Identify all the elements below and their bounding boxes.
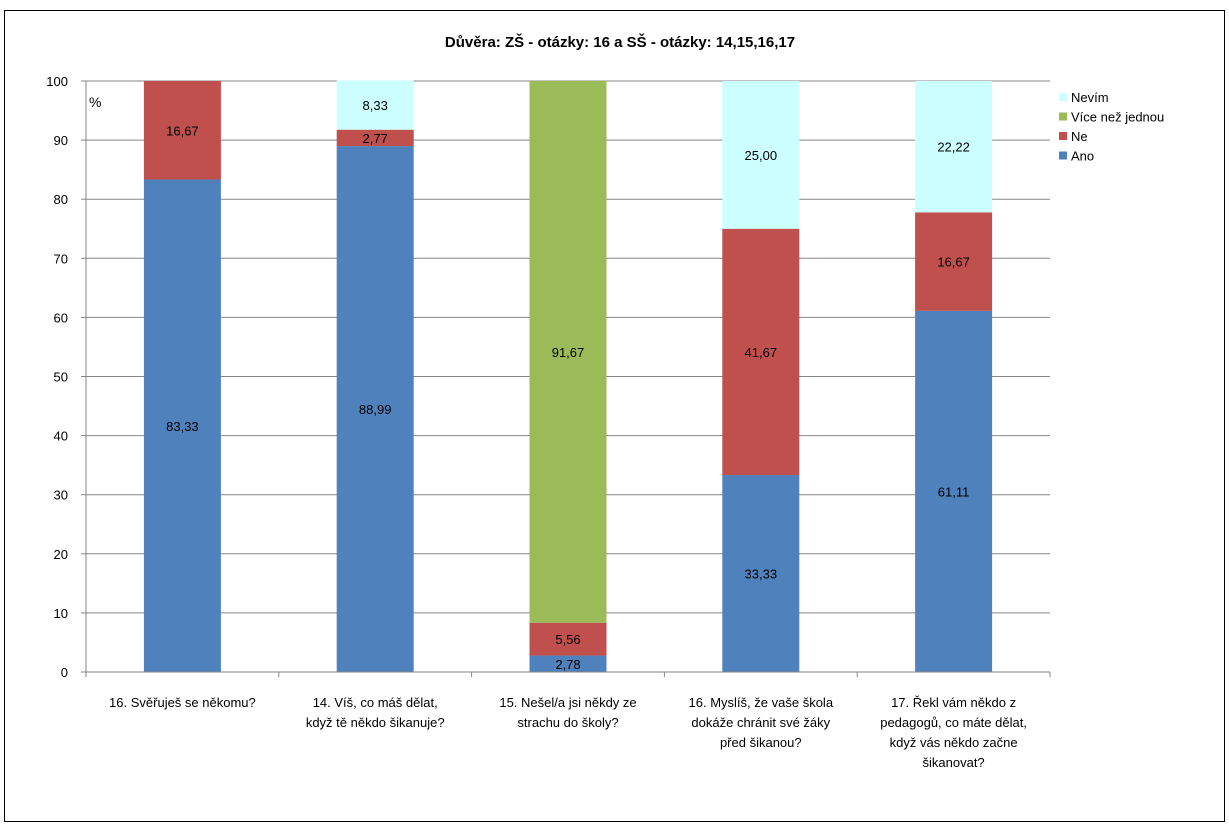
bar-segment-ne <box>915 212 993 311</box>
x-category-label: šikanovat? <box>923 755 985 770</box>
axes: 0 10 20 30 40 50 60 70 80 90 100 16. Svěřuješ se ně… <box>46 74 1051 770</box>
bar-segment-nev-m <box>336 80 414 130</box>
x-category-label: 17. Řekl vám někdo z <box>891 695 1016 710</box>
y-tick-label: 70 <box>54 251 68 266</box>
y-tick-label: 90 <box>54 133 68 148</box>
legend-label: Ano <box>1071 149 1094 164</box>
legend-swatch <box>1059 132 1067 140</box>
data-label: 41,67 <box>745 345 778 360</box>
x-category-label: před šikanou? <box>720 735 802 750</box>
data-label: 33,33 <box>745 567 778 582</box>
data-label: 5,56 <box>555 632 580 647</box>
data-label: 91,67 <box>552 345 585 360</box>
x-category-label: strachu do školy? <box>517 715 618 730</box>
legend-label: Více než jednou <box>1071 110 1164 125</box>
bar-segment-ne <box>529 622 607 656</box>
bar-segment-nev-m <box>915 81 993 213</box>
bar-segment-ano <box>143 179 221 672</box>
legend-label: Ne <box>1071 129 1088 144</box>
data-label: 8,33 <box>363 98 388 113</box>
bars <box>143 80 993 673</box>
bar-segment-ano <box>722 475 800 672</box>
y-tick-label: 100 <box>46 74 68 89</box>
y-axis-label: % <box>89 94 101 110</box>
y-tick-label: 0 <box>61 665 68 680</box>
y-tick-label: 40 <box>54 429 68 444</box>
legend-swatch <box>1059 93 1067 101</box>
data-label: 16,67 <box>937 255 970 270</box>
data-label: 83,33 <box>166 419 199 434</box>
y-tick-label: 10 <box>54 606 68 621</box>
data-label: 88,99 <box>359 402 392 417</box>
data-label: 2,78 <box>555 657 580 672</box>
x-category-label: 14. Víš, co máš dělat, <box>313 695 438 710</box>
x-category-label: když tě někdo šikanuje? <box>306 715 445 730</box>
bar-segment-ano <box>336 146 414 673</box>
y-tick-label: 60 <box>54 310 68 325</box>
y-tick-label: 20 <box>54 547 68 562</box>
chart-title: Důvěra: ZŠ - otázky: 16 a SŠ - otázky: 1… <box>445 33 795 51</box>
legend: Nevím Více než jednou Ne Ano <box>1059 90 1164 164</box>
x-category-label: dokáže chránit své žáky <box>691 715 830 730</box>
data-label: 16,67 <box>166 123 199 138</box>
y-tick-label: 50 <box>54 370 68 385</box>
bar-segment-nev-m <box>722 81 800 229</box>
bar-segment-ne <box>143 81 221 180</box>
bar-segment-ano <box>915 310 993 672</box>
x-category-label: když vás někdo začne <box>890 735 1018 750</box>
x-category-label: 15. Nešel/a jsi někdy ze <box>499 695 636 710</box>
bar-segment-ano <box>529 655 607 672</box>
data-labels: 83,33 16,67 88,99 2,77 8,33 2,78 5,56 91,67 33,3… <box>166 98 970 672</box>
bar-segment-ne <box>336 129 414 147</box>
legend-swatch <box>1059 151 1067 160</box>
legend-label: Nevím <box>1071 90 1109 105</box>
y-tick-label: 30 <box>54 488 68 503</box>
x-category-label: 16. Myslíš, že vaše škola <box>689 695 834 710</box>
data-label: 2,77 <box>363 131 388 146</box>
legend-swatch <box>1059 112 1067 121</box>
data-label: 61,11 <box>938 484 970 499</box>
bar-segment-ne <box>722 228 800 476</box>
data-label: 25,00 <box>745 148 778 163</box>
data-label: 22,22 <box>937 140 970 155</box>
bar-segment-v-ce-ne-jednou <box>529 80 607 623</box>
y-tick-label: 80 <box>54 192 68 207</box>
x-category-label: pedagogů, co máte dělat, <box>880 715 1027 730</box>
x-category-label: 16. Svěřuješ se někomu? <box>109 695 256 710</box>
